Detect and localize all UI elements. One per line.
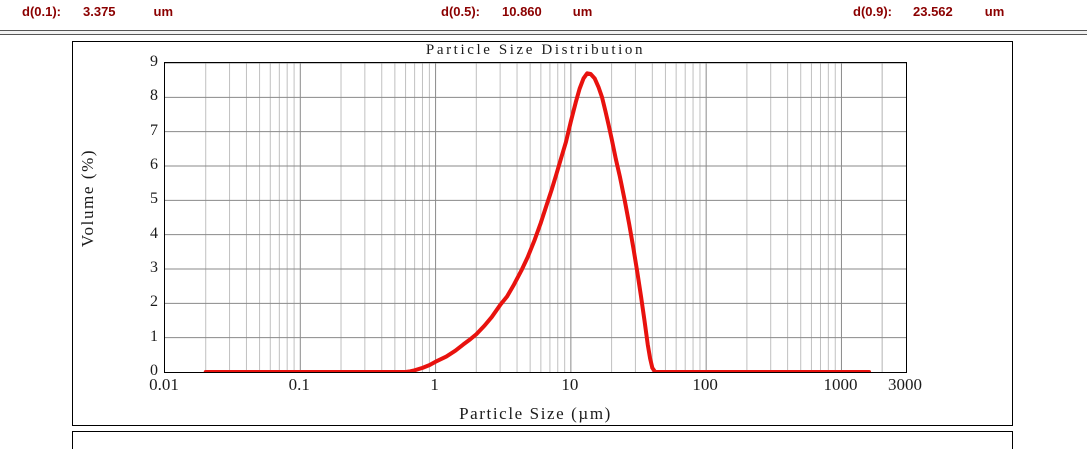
y-tick-label: 2 (150, 293, 158, 311)
dvalue-number-d05: 10.860 (502, 4, 542, 19)
dvalue-number-d09: 23.562 (913, 4, 953, 19)
y-tick-label: 8 (150, 87, 158, 105)
y-tick-label: 3 (150, 259, 158, 276)
x-tick-label: 3000 (888, 375, 922, 394)
dvalue-unit-d01: um (153, 4, 174, 19)
dvalue-label-d09: d(0.9): (853, 4, 892, 19)
x-tick-label: 1 (430, 375, 439, 394)
dvalue-label-d01: d(0.1): (22, 4, 61, 19)
x-tick-label: 1000 (823, 375, 858, 394)
y-tick-label: 0 (150, 362, 158, 379)
dvalue-group-d01: d(0.1): 3.375 um (22, 4, 173, 24)
gridlines-horizontal (165, 63, 906, 339)
x-tick-label: 100 (692, 375, 718, 394)
x-tick-label: 10 (561, 375, 579, 394)
gridlines-major (299, 63, 842, 372)
y-axis-ticks: 0 1 2 3 4 5 6 7 8 9 (124, 54, 158, 379)
header-divider (0, 30, 1087, 35)
y-tick-label: 9 (150, 53, 158, 70)
plot-area (164, 62, 907, 373)
dvalue-header: d(0.1): 3.375 um d(0.5): 10.860 um d(0.9): 23… (0, 0, 1087, 31)
plot-svg (165, 63, 906, 372)
bottom-panel (72, 431, 1013, 449)
chart-title: Particle Size Distribution (425, 42, 646, 58)
dvalue-number-d01: 3.375 (83, 4, 116, 19)
y-tick-label: 6 (150, 156, 158, 173)
dvalue-unit-d05: um (572, 4, 593, 19)
dvalue-group-d05: d(0.5): 10.860 um (441, 4, 592, 24)
y-axis-title: Volume (%) (78, 148, 97, 248)
dvalue-label-d05: d(0.5): (441, 4, 480, 19)
x-tick-label: 0.01 (149, 375, 179, 394)
dvalue-group-d09: d(0.9): 23.562 um (853, 4, 1004, 24)
x-axis-ticks: 0.01 0.1 1 10 100 1000 3000 (0, 375, 1087, 399)
x-tick-label: 0.1 (288, 375, 310, 394)
y-tick-label: 1 (150, 327, 158, 345)
y-tick-label: 4 (150, 224, 158, 242)
y-tick-label: 7 (150, 121, 158, 139)
gridlines-minor (205, 63, 883, 372)
y-tick-label: 5 (150, 190, 158, 208)
dvalue-unit-d09: um (984, 4, 1005, 19)
x-axis-title: Particle Size (µm) (459, 404, 612, 423)
distribution-curve (203, 71, 872, 372)
